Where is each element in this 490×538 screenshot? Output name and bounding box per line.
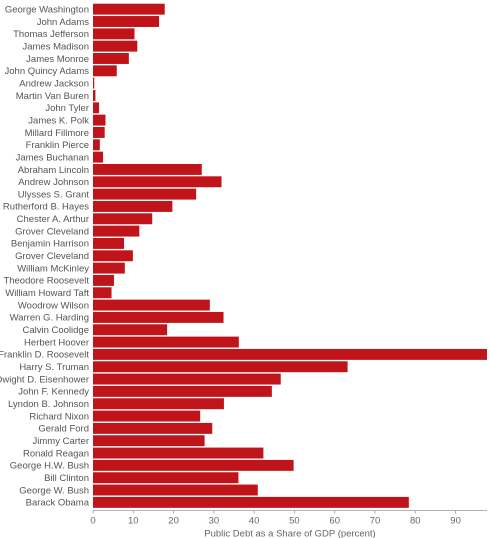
category-label: Chester A. Arthur (17, 214, 89, 225)
bar (93, 398, 224, 410)
category-label: Lyndon B. Johnson (8, 399, 89, 410)
bar (93, 361, 348, 373)
bar (93, 176, 222, 188)
bar (93, 3, 165, 15)
category-label: Bill Clinton (44, 473, 89, 484)
category-label: Ronald Reagan (23, 448, 89, 459)
bar (93, 422, 213, 434)
category-label: Abraham Lincoln (18, 165, 89, 176)
x-axis-ticks: 0 10 20 30 40 50 60 70 80 90 (90, 510, 461, 527)
x-tick-label: 90 (450, 516, 461, 527)
category-label: Harry S. Truman (19, 362, 89, 373)
category-label: John Adams (37, 17, 90, 28)
bar (93, 435, 205, 447)
bar (93, 299, 210, 311)
category-label: Warren G. Harding (10, 313, 89, 324)
x-tick-label: 10 (128, 516, 139, 527)
bar (93, 262, 125, 274)
bar (93, 447, 264, 459)
category-label: Grover Cleveland (15, 251, 89, 262)
category-label: Franklin D. Roosevelt (0, 350, 89, 361)
x-tick-label: 40 (249, 516, 260, 527)
category-label: Richard Nixon (29, 411, 89, 422)
bar (93, 459, 294, 471)
category-label: Martin Van Buren (16, 91, 89, 102)
category-label: John Tyler (45, 103, 89, 114)
category-label: James K. Polk (28, 115, 89, 126)
bars (93, 3, 487, 508)
category-label: Millard Fillmore (25, 128, 89, 139)
category-label: Franklin Pierce (26, 140, 89, 151)
category-label: Dwight D. Eisenhower (0, 374, 89, 385)
bar (93, 151, 104, 163)
bar (93, 90, 96, 101)
bar (93, 225, 140, 237)
category-label: Rutherford B. Hayes (3, 202, 89, 213)
bar (93, 237, 125, 249)
bar (93, 410, 201, 422)
category-label: George Washington (5, 4, 89, 15)
bar (93, 16, 160, 27)
bar (93, 348, 487, 360)
bar (93, 213, 153, 225)
category-label: George W. Bush (19, 485, 89, 496)
bar (93, 77, 95, 89)
bar (93, 53, 129, 64)
bar (93, 311, 224, 323)
bar (93, 250, 133, 262)
bar (93, 385, 272, 397)
category-label: George H.W. Bush (10, 461, 89, 472)
x-tick-label: 50 (289, 516, 300, 527)
category-label: Andrew Jackson (19, 78, 89, 89)
x-tick-label: 30 (209, 516, 220, 527)
category-label: Benjamin Harrison (11, 239, 89, 250)
bar (93, 324, 168, 336)
bar (93, 114, 106, 126)
bar (93, 373, 281, 385)
bar (93, 200, 173, 212)
category-label: Theodore Roosevelt (3, 276, 89, 287)
x-tick-label: 20 (168, 516, 179, 527)
category-label: Barack Obama (26, 498, 90, 509)
x-axis-title: Public Debt as a Share of GDP (percent) (204, 529, 375, 538)
category-label: Calvin Coolidge (22, 325, 89, 336)
bar (93, 188, 197, 200)
bar (93, 472, 239, 484)
category-label: James Buchanan (16, 152, 89, 163)
category-label: Grover Cleveland (15, 226, 89, 237)
category-label: Thomas Jefferson (13, 29, 89, 40)
category-label: William Howard Taft (5, 288, 89, 299)
category-label: John Quincy Adams (5, 66, 90, 77)
category-label: James Monroe (26, 54, 89, 65)
x-tick-label: 60 (329, 516, 340, 527)
category-label: Gerald Ford (38, 424, 89, 435)
x-tick-label: 0 (90, 516, 95, 527)
bar (93, 484, 258, 496)
category-label: John F. Kennedy (18, 387, 89, 398)
bar (93, 336, 239, 348)
bar (93, 163, 202, 175)
bar (93, 28, 135, 40)
category-label: William McKinley (17, 263, 89, 274)
category-label: Ulysses S. Grant (18, 189, 90, 200)
category-label: Andrew Johnson (18, 177, 89, 188)
bar (93, 287, 112, 299)
category-label: James Madison (22, 41, 89, 52)
bar (93, 102, 100, 114)
bar (93, 127, 105, 138)
bar (93, 40, 138, 52)
bar (93, 139, 100, 151)
category-label: Jimmy Carter (33, 436, 89, 447)
bar (93, 496, 409, 508)
bar (93, 274, 114, 286)
bar (93, 65, 117, 77)
category-label: Herbert Hoover (24, 337, 89, 348)
category-label: Woodrow Wilson (18, 300, 89, 311)
x-tick-label: 70 (370, 516, 381, 527)
x-tick-label: 80 (410, 516, 421, 527)
